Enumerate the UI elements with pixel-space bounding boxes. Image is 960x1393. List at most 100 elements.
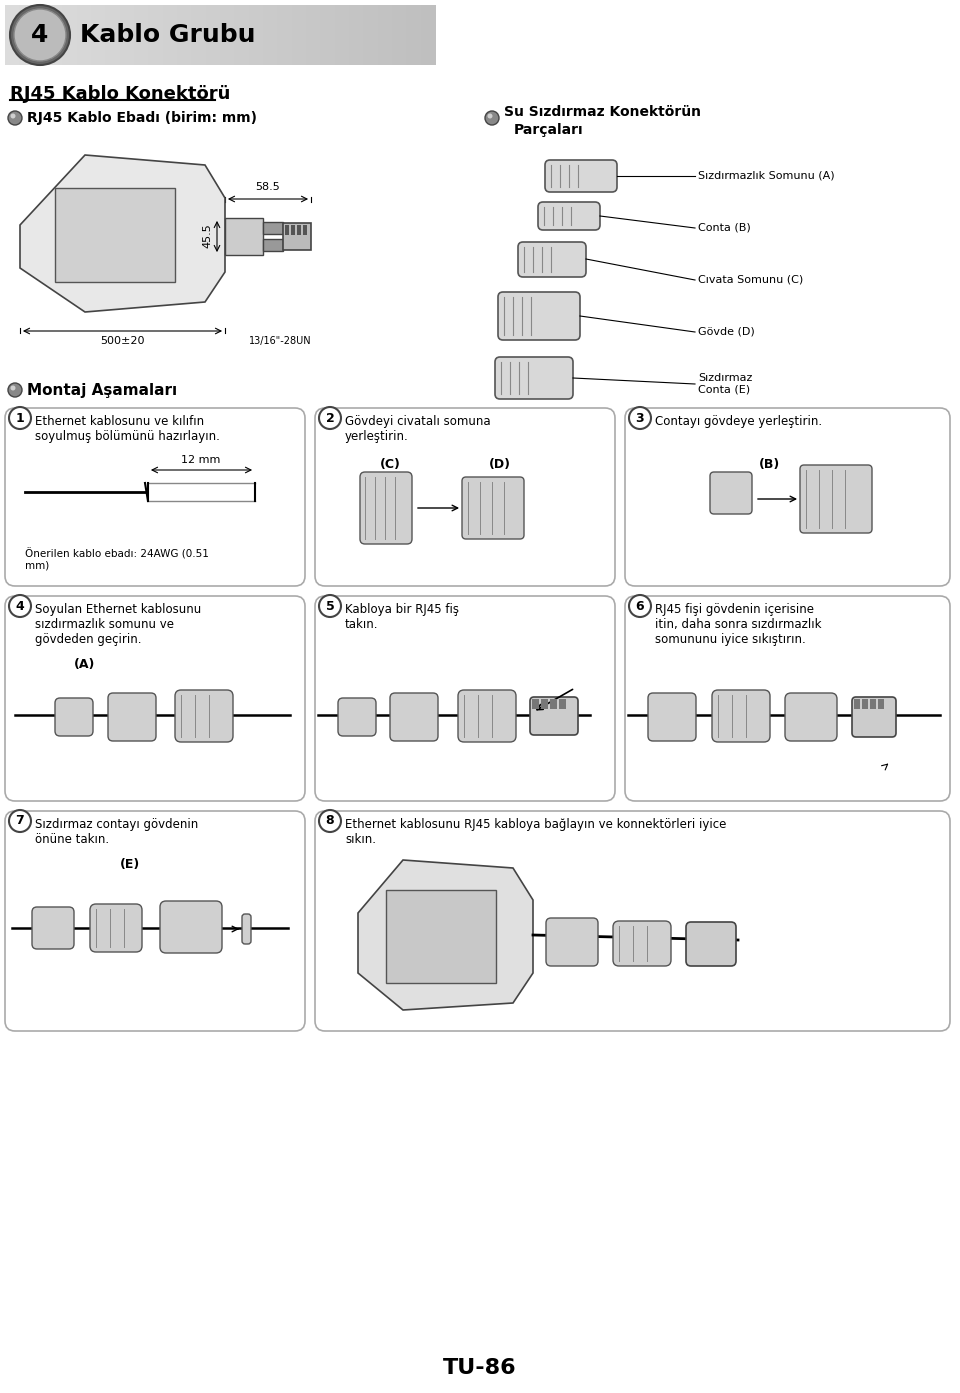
Circle shape <box>629 407 651 429</box>
FancyBboxPatch shape <box>315 596 615 801</box>
Bar <box>91 6 107 65</box>
Text: RJ45 Kablo Konektörü: RJ45 Kablo Konektörü <box>10 85 230 103</box>
Bar <box>363 6 378 65</box>
Bar <box>291 226 295 235</box>
Text: 5: 5 <box>325 599 334 613</box>
Text: Sızdırmaz contayı gövdenin: Sızdırmaz contayı gövdenin <box>35 818 199 832</box>
Bar <box>48 6 63 65</box>
FancyBboxPatch shape <box>160 901 222 953</box>
FancyBboxPatch shape <box>785 692 837 741</box>
Text: Su Sızdırmaz Konektörün: Su Sızdırmaz Konektörün <box>504 104 701 118</box>
Bar <box>559 699 566 709</box>
Circle shape <box>319 809 341 832</box>
Bar <box>870 699 876 709</box>
Bar <box>263 221 283 234</box>
Text: sıkın.: sıkın. <box>345 833 376 846</box>
Bar <box>77 6 92 65</box>
Bar <box>292 6 307 65</box>
Bar <box>134 6 150 65</box>
Bar <box>306 6 322 65</box>
Text: Sızdırmaz
Conta (E): Sızdırmaz Conta (E) <box>698 373 753 394</box>
Circle shape <box>629 595 651 617</box>
Text: TU-86: TU-86 <box>444 1358 516 1378</box>
FancyBboxPatch shape <box>108 692 156 741</box>
Bar <box>162 6 178 65</box>
Text: takın.: takın. <box>345 618 378 631</box>
FancyBboxPatch shape <box>32 907 74 949</box>
Text: Gövdeyi civatalı somuna: Gövdeyi civatalı somuna <box>345 415 491 428</box>
Circle shape <box>9 809 31 832</box>
Text: soyulmuş bölümünü hazırlayın.: soyulmuş bölümünü hazırlayın. <box>35 430 220 443</box>
Polygon shape <box>358 859 533 1010</box>
Text: Parçaları: Parçaları <box>514 123 584 137</box>
Text: (C): (C) <box>379 458 400 471</box>
Bar <box>225 217 263 255</box>
Bar <box>285 226 289 235</box>
Bar <box>862 699 868 709</box>
Text: 7: 7 <box>15 815 24 827</box>
Text: 58.5: 58.5 <box>255 182 280 192</box>
Circle shape <box>319 595 341 617</box>
Bar <box>34 6 49 65</box>
Text: itin, daha sonra sızdırmazlık: itin, daha sonra sızdırmazlık <box>655 618 822 631</box>
Text: (D): (D) <box>489 458 511 471</box>
Bar <box>205 6 221 65</box>
Text: Ethernet kablosunu ve kılıfın: Ethernet kablosunu ve kılıfın <box>35 415 204 428</box>
Bar <box>377 6 393 65</box>
Bar <box>120 6 135 65</box>
Bar <box>249 6 264 65</box>
FancyBboxPatch shape <box>5 811 305 1031</box>
Polygon shape <box>20 155 225 312</box>
Bar <box>420 6 436 65</box>
Circle shape <box>485 111 499 125</box>
Text: Kabloya bir RJ45 fiş: Kabloya bir RJ45 fiş <box>345 603 459 616</box>
FancyBboxPatch shape <box>625 408 950 586</box>
Bar <box>321 6 336 65</box>
FancyBboxPatch shape <box>242 914 251 944</box>
FancyBboxPatch shape <box>360 472 412 545</box>
Circle shape <box>11 113 15 118</box>
FancyBboxPatch shape <box>175 690 233 742</box>
Bar <box>297 226 301 235</box>
Text: 8: 8 <box>325 815 334 827</box>
Bar <box>406 6 421 65</box>
FancyBboxPatch shape <box>538 202 600 230</box>
FancyBboxPatch shape <box>613 921 671 965</box>
Text: Önerilen kablo ebadı: 24AWG (0.51: Önerilen kablo ebadı: 24AWG (0.51 <box>25 547 209 560</box>
FancyBboxPatch shape <box>90 904 142 951</box>
Bar <box>263 240 283 251</box>
Bar <box>263 6 278 65</box>
Circle shape <box>8 383 22 397</box>
Bar <box>550 699 557 709</box>
Text: 45.5: 45.5 <box>202 224 212 248</box>
Circle shape <box>8 111 22 125</box>
Text: 6: 6 <box>636 599 644 613</box>
FancyBboxPatch shape <box>545 160 617 192</box>
Circle shape <box>9 407 31 429</box>
Text: somununu iyice sıkıştırın.: somununu iyice sıkıştırın. <box>655 632 805 646</box>
Text: önüne takın.: önüne takın. <box>35 833 109 846</box>
FancyBboxPatch shape <box>686 922 736 965</box>
Bar <box>277 6 293 65</box>
Bar <box>854 699 860 709</box>
FancyBboxPatch shape <box>55 698 93 736</box>
Bar <box>177 6 192 65</box>
Text: sızdırmazlık somunu ve: sızdırmazlık somunu ve <box>35 618 174 631</box>
Text: Cıvata Somunu (C): Cıvata Somunu (C) <box>698 274 804 286</box>
Text: (E): (E) <box>120 858 140 871</box>
Text: Kablo Grubu: Kablo Grubu <box>80 24 255 47</box>
Text: Soyulan Ethernet kablosunu: Soyulan Ethernet kablosunu <box>35 603 202 616</box>
Text: 13/16"-28UN: 13/16"-28UN <box>249 336 311 345</box>
Circle shape <box>9 595 31 617</box>
FancyBboxPatch shape <box>5 408 305 586</box>
FancyBboxPatch shape <box>315 408 615 586</box>
Text: 3: 3 <box>636 411 644 425</box>
Text: Ethernet kablosunu RJ45 kabloya bağlayın ve konnektörleri iyice: Ethernet kablosunu RJ45 kabloya bağlayın… <box>345 818 727 832</box>
Text: 4: 4 <box>32 24 49 47</box>
FancyBboxPatch shape <box>458 690 516 742</box>
Bar <box>19 6 35 65</box>
FancyBboxPatch shape <box>338 698 376 736</box>
Polygon shape <box>55 188 175 281</box>
Bar <box>349 6 365 65</box>
Text: RJ45 Kablo Ebadı (birim: mm): RJ45 Kablo Ebadı (birim: mm) <box>27 111 257 125</box>
